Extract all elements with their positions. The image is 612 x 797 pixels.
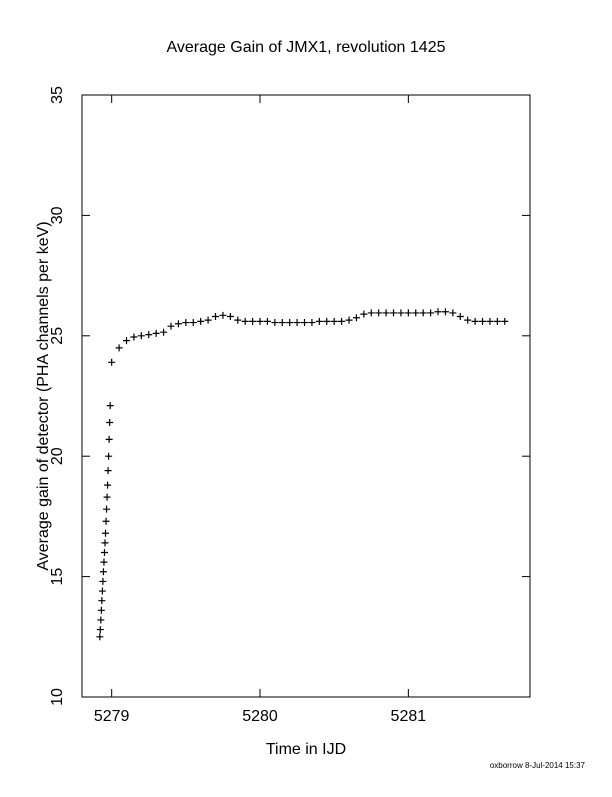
data-point	[97, 616, 105, 624]
data-point	[293, 319, 301, 327]
data-point	[441, 308, 449, 316]
data-point	[160, 328, 168, 336]
plot-frame	[81, 94, 531, 698]
data-point	[102, 529, 110, 537]
x-axis-label: Time in IJD	[266, 741, 346, 758]
footer: oxborrow 8-Jul-2014 15:37	[490, 761, 586, 770]
data-point	[152, 329, 160, 337]
data-point	[108, 358, 116, 366]
data-point	[103, 493, 111, 501]
data-point	[449, 309, 457, 317]
data-point	[345, 316, 353, 324]
data-point	[397, 309, 405, 317]
data-point	[315, 317, 323, 325]
data-point	[96, 626, 104, 634]
data-point	[412, 309, 420, 317]
data-point	[145, 331, 153, 339]
data-point	[301, 319, 309, 327]
data-point	[106, 402, 114, 410]
data-point	[123, 337, 131, 345]
x-tick-label: 5281	[391, 708, 427, 725]
data-point	[427, 309, 435, 317]
data-point	[256, 317, 264, 325]
data-point	[99, 577, 107, 585]
data-point	[102, 517, 110, 525]
data-point	[104, 467, 112, 475]
data-point	[103, 505, 111, 513]
y-tick-label: 20	[49, 447, 66, 465]
data-point	[278, 319, 286, 327]
chart-title: Average Gain of JMX1, revolution 1425	[167, 39, 446, 56]
y-tick-label: 25	[49, 327, 66, 345]
data-point	[167, 322, 175, 330]
y-axis-label: Average gain of detector (PHA channels p…	[35, 221, 52, 570]
data-point	[137, 332, 145, 340]
data-point	[99, 568, 107, 576]
data-point	[464, 316, 472, 324]
data-point	[204, 316, 212, 324]
data-point	[197, 317, 205, 325]
data-point	[174, 320, 182, 328]
data-point	[234, 316, 242, 324]
y-tick-label: 15	[49, 568, 66, 586]
data-point	[479, 317, 487, 325]
data-point	[96, 633, 104, 641]
data-point	[130, 333, 138, 341]
y-tick-label: 30	[49, 206, 66, 224]
data-point	[219, 311, 227, 319]
data-point	[471, 317, 479, 325]
data-point	[101, 539, 109, 547]
data-point	[338, 317, 346, 325]
data-point	[493, 317, 501, 325]
data-point	[360, 310, 368, 318]
data-point	[249, 317, 257, 325]
data-point	[419, 309, 427, 317]
data-point	[182, 319, 190, 327]
data-point	[271, 319, 279, 327]
data-point	[486, 317, 494, 325]
data-point	[241, 317, 249, 325]
data-point	[105, 435, 113, 443]
data-point	[98, 587, 106, 595]
x-tick-label: 5280	[242, 708, 278, 725]
data-point	[106, 418, 114, 426]
y-tick-label: 10	[49, 688, 66, 706]
data-point	[367, 309, 375, 317]
x-tick-label: 5279	[94, 708, 130, 725]
data-point	[100, 558, 108, 566]
data-point	[501, 317, 509, 325]
data-point	[100, 549, 108, 557]
data-point	[375, 309, 383, 317]
data-point	[382, 309, 390, 317]
data-point	[212, 313, 220, 321]
data-point	[323, 317, 331, 325]
data-point	[352, 314, 360, 322]
data-point	[98, 597, 106, 605]
data-point	[308, 319, 316, 327]
data-point	[263, 317, 271, 325]
data-point	[226, 313, 234, 321]
data-point	[390, 309, 398, 317]
y-tick-label: 35	[49, 86, 66, 104]
data-point	[456, 313, 464, 321]
data-point	[404, 309, 412, 317]
data-point	[105, 452, 113, 460]
data-point	[189, 319, 197, 327]
data-point	[104, 481, 112, 489]
data-point	[330, 317, 338, 325]
data-point	[434, 308, 442, 316]
data-point	[286, 319, 294, 327]
data-point	[115, 344, 123, 352]
data-point	[97, 606, 105, 614]
